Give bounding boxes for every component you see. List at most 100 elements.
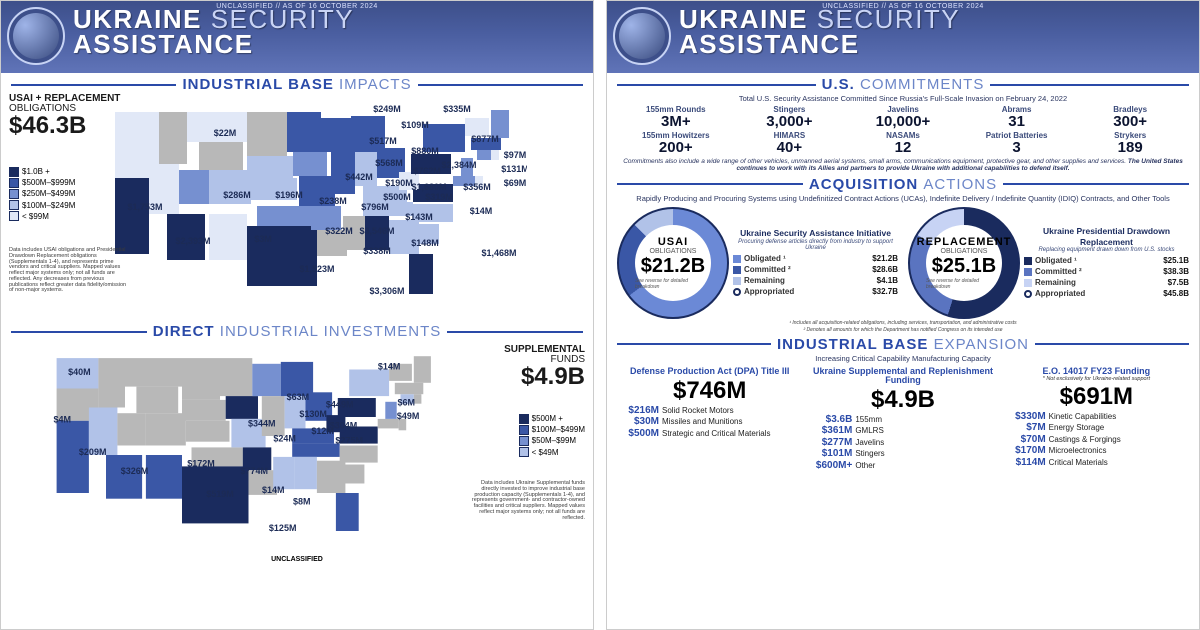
page-title: UKRAINE SECURITY ASSISTANCE (679, 7, 1199, 56)
callout: $356M (463, 182, 491, 192)
section-industrial-impacts-title: INDUSTRIAL BASE IMPACTS (11, 76, 583, 93)
section-direct-invest-title: DIRECT INDUSTRIAL INVESTMENTS (11, 323, 583, 340)
legend-item: $100M–$499M (519, 424, 585, 435)
section-acquisition-title: ACQUISITION ACTIONS (617, 176, 1189, 193)
donuts: USAIOBLIGATIONS$21.2BSee reverse for det… (617, 207, 1189, 319)
state-ME (414, 356, 431, 383)
callout: $4M (54, 415, 72, 425)
callout: $209M (79, 447, 107, 457)
state-SD (247, 134, 287, 156)
state-SD (182, 379, 220, 400)
callout: $762M (413, 166, 441, 176)
callout: $442M (345, 172, 373, 182)
donut-usai: USAIOBLIGATIONS$21.2BSee reverse for det… (617, 207, 898, 319)
dod-seal-icon (7, 7, 65, 65)
dod-seal-icon (613, 7, 671, 65)
callout: $14M (378, 362, 401, 372)
section-commitments-title: U.S. COMMITMENTS (617, 76, 1189, 93)
commitments-subtitle: Total U.S. Security Assistance Committed… (619, 94, 1187, 103)
callout: $148M (411, 238, 439, 248)
header-left: UNCLASSIFIED // AS OF 16 OCTOBER 2024 UK… (1, 1, 593, 73)
callout: $304M (330, 420, 358, 430)
expansion-col: Ukraine Supplemental and Replenishment F… (810, 367, 995, 472)
state-NE (247, 156, 293, 178)
callout: $517M (369, 136, 397, 146)
commitment-item: 155mm Howitzers200+ (621, 131, 731, 155)
callout: $143M (405, 212, 433, 222)
state-NC (340, 446, 378, 463)
callout: $14M (470, 206, 493, 216)
map1-fineprint: Data includes USAI obligations and Presi… (9, 248, 129, 294)
commitment-item: NASAMs12 (848, 131, 958, 155)
state-ID (159, 112, 187, 164)
callout: $774M (240, 466, 268, 476)
commitment-item: Patriot Batteries3 (962, 131, 1072, 155)
state-MN (220, 358, 252, 396)
state-FL (409, 254, 433, 294)
expansion-col: Defense Production Act (DPA) Title III$7… (617, 367, 802, 472)
state-NM (209, 214, 247, 260)
callout: $449M (326, 400, 354, 410)
commitment-item: HIMARS40+ (735, 131, 845, 155)
expansion-col: E.O. 14017 FY23 Funding* Not exclusively… (1004, 367, 1189, 472)
callout: $196M (275, 190, 303, 200)
commitments-grid: 155mm Rounds3M+Stingers3,000+Javelins10,… (621, 105, 1185, 155)
expansion-columns: Defense Production Act (DPA) Title III$7… (617, 367, 1189, 472)
state-UT (179, 170, 209, 204)
state-NY (349, 370, 389, 397)
footer-classification: UNCLASSIFIED (9, 556, 585, 563)
callout: $1,468M (481, 248, 516, 258)
map2-legend: $500M +$100M–$499M$50M–$99M< $49M (519, 413, 585, 458)
map1-label: USAI + REPLACEMENT OBLIGATIONS $46.3B (9, 94, 124, 138)
legend-item: $500M–$999M (9, 177, 75, 188)
callout: $2,393M (175, 236, 210, 246)
callout: $69M (504, 178, 527, 188)
callout: $3M (254, 234, 272, 244)
commitment-item: Strykers189 (1075, 131, 1185, 155)
callout: $49M (397, 411, 420, 421)
commitment-item: Stingers3,000+ (735, 105, 845, 129)
map1-block: USAI + REPLACEMENT OBLIGATIONS $46.3B $1… (9, 94, 585, 320)
state-CA (115, 178, 149, 254)
callout: $338M (363, 246, 391, 256)
state-SC (340, 465, 365, 484)
legend-item: $1.0B + (9, 166, 75, 177)
state-NM (146, 455, 182, 499)
legend-item: $250M–$499M (9, 188, 75, 199)
acq-footnote1: ¹ Includes all acquisition-related oblig… (619, 320, 1187, 326)
callout: $3,546M (359, 226, 394, 236)
callout: $275M (335, 436, 363, 446)
callout: $335M (443, 104, 471, 114)
page-title: UKRAINE SECURITY ASSISTANCE (73, 7, 593, 56)
legend-item: < $49M (519, 447, 585, 458)
state-WY (136, 387, 178, 414)
state-OK (257, 206, 311, 226)
state-MI (351, 116, 385, 152)
callout: $1,753M (127, 202, 162, 212)
legend-item: $500M + (519, 413, 585, 424)
state-IA (293, 152, 327, 176)
callout: $326M (121, 466, 149, 476)
callout: $500M (383, 192, 411, 202)
left-page: UNCLASSIFIED // AS OF 16 OCTOBER 2024 UK… (0, 0, 594, 630)
map2-fineprint: Data includes Ukraine Supplemental funds… (465, 481, 585, 521)
commitment-item: 155mm Rounds3M+ (621, 105, 731, 129)
classification: UNCLASSIFIED // AS OF 16 OCTOBER 2024 (607, 3, 1199, 10)
callout: $322M (325, 226, 353, 236)
state-ND (247, 112, 287, 134)
callout: $125M (269, 523, 297, 533)
callout: $877M (471, 134, 499, 144)
state-ND (182, 358, 220, 379)
callout: $63M (287, 392, 310, 402)
state-IL (262, 396, 285, 436)
callout: $519M (206, 489, 234, 499)
state-FL (336, 493, 359, 531)
state-IA (226, 396, 258, 419)
callout: $40M (68, 367, 91, 377)
callout: $1,523M (299, 264, 334, 274)
state-ID (98, 358, 125, 407)
state-WI (321, 118, 351, 152)
state-AZ (106, 455, 142, 499)
map2-label: SUPPLEMENTAL FUNDS $4.9B (455, 345, 585, 389)
map2-block: SUPPLEMENTAL FUNDS $4.9B $500M +$100M–$4… (9, 341, 585, 563)
